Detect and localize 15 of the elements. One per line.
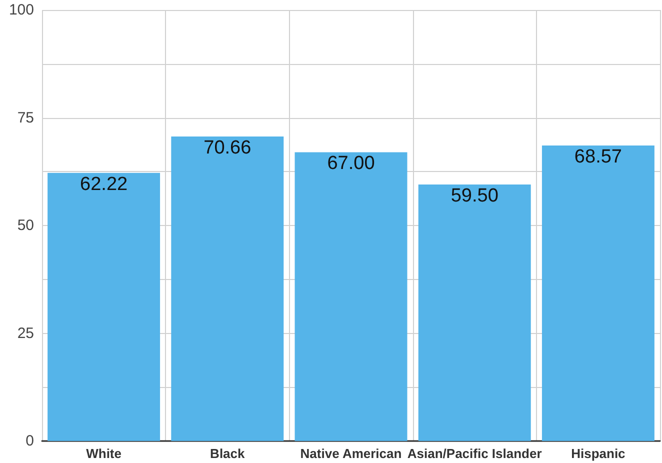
data-label: 70.66 bbox=[204, 137, 252, 158]
data-label: 62.22 bbox=[80, 174, 128, 195]
x-tick-label: Asian/Pacific Islander bbox=[407, 446, 542, 461]
y-tick-label: 50 bbox=[17, 217, 34, 234]
data-label: 59.50 bbox=[450, 186, 498, 207]
x-tick-label: Native American bbox=[300, 446, 402, 461]
y-tick-label: 100 bbox=[8, 2, 34, 18]
y-tick-label: 25 bbox=[17, 324, 34, 342]
x-tick-label: White bbox=[86, 446, 122, 461]
y-tick-label: 0 bbox=[26, 432, 34, 450]
x-tick-label: Hispanic bbox=[571, 446, 626, 461]
y-tick-label: 75 bbox=[17, 109, 34, 126]
x-tick-label: Black bbox=[210, 446, 246, 461]
data-label: 68.57 bbox=[574, 146, 622, 168]
data-label: 67.00 bbox=[327, 153, 375, 174]
